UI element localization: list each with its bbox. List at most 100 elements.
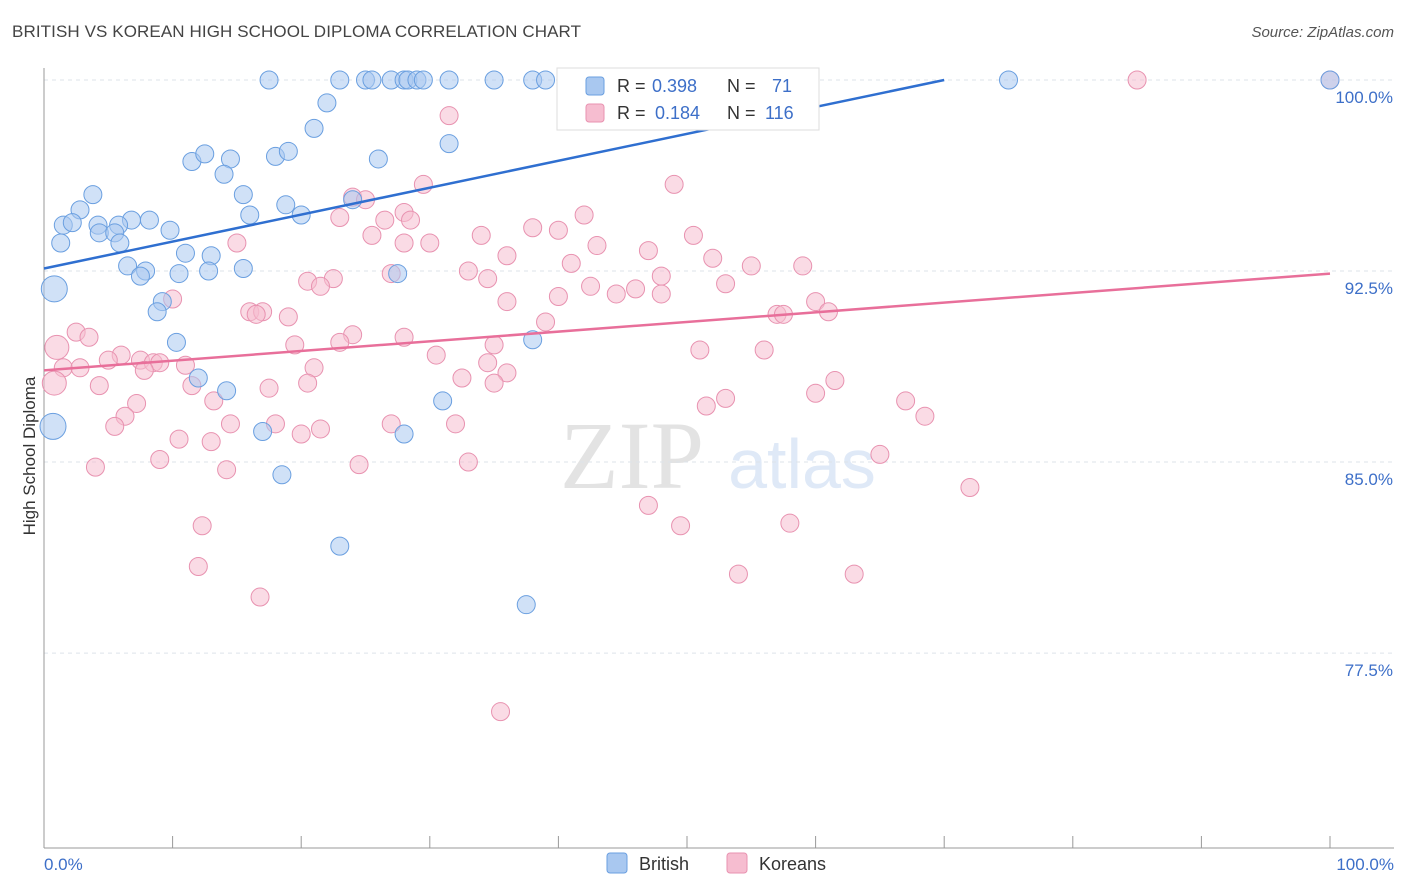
- british-point-1: [330, 70, 350, 90]
- watermark: ZIP atlas: [560, 402, 876, 509]
- korean-point-107: [671, 516, 691, 536]
- british-point-64: [39, 412, 67, 440]
- korean-point-13: [362, 225, 382, 245]
- korean-point-110: [188, 556, 208, 576]
- korean-point-20: [587, 236, 607, 256]
- british-point-65: [272, 465, 292, 485]
- korean-point-24: [561, 253, 581, 273]
- korean-point-0: [1127, 70, 1147, 90]
- gridlines: [44, 79, 1394, 654]
- korean-point-39: [606, 284, 626, 304]
- korean-point-22: [497, 246, 517, 266]
- y-tick-label-0: 100.0%: [1335, 88, 1393, 107]
- british-point-10: [484, 70, 504, 90]
- korean-point-58: [754, 340, 774, 360]
- korean-point-113: [250, 587, 270, 607]
- legend-korean-label: Koreans: [759, 854, 826, 874]
- korean-point-37: [651, 284, 671, 304]
- korean-point-101: [349, 455, 369, 475]
- british-point-24: [278, 141, 298, 161]
- british-point-31: [240, 205, 260, 225]
- british-point-51: [233, 258, 253, 278]
- british-point-43: [51, 233, 71, 253]
- british-point-59: [188, 368, 208, 388]
- british-point-8: [413, 70, 433, 90]
- korean-point-16: [683, 225, 703, 245]
- korean-n-value: 116: [765, 103, 794, 123]
- korean-point-99: [870, 444, 890, 464]
- x-tick-label-min: 0.0%: [44, 855, 83, 874]
- y-axis-label: High School Diploma: [20, 376, 39, 535]
- korean-point-10: [401, 210, 421, 230]
- korean-point-82: [806, 383, 826, 403]
- korean-point-103: [85, 457, 105, 477]
- korean-swatch: [585, 103, 605, 123]
- british-point-54: [40, 275, 68, 303]
- chart-title: BRITISH VS KOREAN HIGH SCHOOL DIPLOMA CO…: [12, 22, 582, 41]
- korean-point-14: [548, 220, 568, 240]
- korean-point-78: [259, 378, 279, 398]
- british-point-29: [276, 195, 296, 215]
- korean-point-100: [150, 450, 170, 470]
- korean-point-87: [696, 396, 716, 416]
- watermark-zip: ZIP: [560, 402, 704, 509]
- british-point-60: [217, 381, 237, 401]
- british-r-value: 0.398: [652, 76, 697, 96]
- korean-point-79: [298, 373, 318, 393]
- legend-british-swatch: [606, 852, 628, 874]
- legend-british-label: British: [639, 854, 689, 874]
- british-point-47: [118, 256, 138, 276]
- korean-point-106: [638, 495, 658, 515]
- korean-trend-line: [43, 272, 1331, 372]
- british-point-56: [147, 302, 167, 322]
- korean-point-86: [204, 391, 224, 411]
- korean-point-93: [310, 419, 330, 439]
- korean-point-95: [446, 414, 466, 434]
- x-axis-ticks: [43, 836, 1331, 848]
- british-point-9: [439, 70, 459, 90]
- korean-point-98: [291, 424, 311, 444]
- british-point-62: [253, 421, 273, 441]
- british-point-25: [368, 149, 388, 169]
- british-point-57: [166, 332, 186, 352]
- y-tick-label-2: 85.0%: [1345, 470, 1393, 489]
- british-point-27: [83, 185, 103, 205]
- korean-point-114: [491, 702, 511, 722]
- korean-point-23: [703, 248, 723, 268]
- british-points: [39, 70, 1340, 615]
- british-point-45: [175, 243, 195, 263]
- british-r-label: R =: [617, 76, 646, 96]
- stats-legend: R = 0.398 N = 71 R = 0.184 N = 116: [556, 67, 820, 131]
- korean-point-57: [484, 335, 504, 355]
- korean-point-25: [741, 256, 761, 276]
- british-point-34: [139, 210, 159, 230]
- british-point-21: [195, 144, 215, 164]
- korean-point-9: [375, 210, 395, 230]
- british-point-53: [130, 266, 150, 286]
- watermark-atlas: atlas: [728, 425, 876, 503]
- korean-point-11: [574, 205, 594, 225]
- x-tick-label-max: 100.0%: [1336, 855, 1394, 874]
- korean-point-19: [420, 233, 440, 253]
- korean-point-48: [536, 312, 556, 332]
- korean-point-71: [426, 345, 446, 365]
- korean-point-3: [664, 174, 684, 194]
- korean-point-88: [915, 406, 935, 426]
- korean-point-73: [452, 368, 472, 388]
- korean-point-49: [246, 304, 266, 324]
- korean-point-104: [217, 460, 237, 480]
- y-tick-label-3: 77.5%: [1345, 661, 1393, 680]
- korean-point-38: [548, 286, 568, 306]
- korean-point-112: [844, 564, 864, 584]
- british-point-18: [304, 118, 324, 138]
- korean-point-59: [690, 340, 710, 360]
- korean-point-94: [381, 414, 401, 434]
- british-point-3: [362, 70, 382, 90]
- british-point-17: [317, 93, 337, 113]
- british-point-19: [439, 134, 459, 154]
- british-point-0: [259, 70, 279, 90]
- korean-point-41: [497, 292, 517, 312]
- british-point-50: [199, 261, 219, 281]
- korean-point-18: [394, 233, 414, 253]
